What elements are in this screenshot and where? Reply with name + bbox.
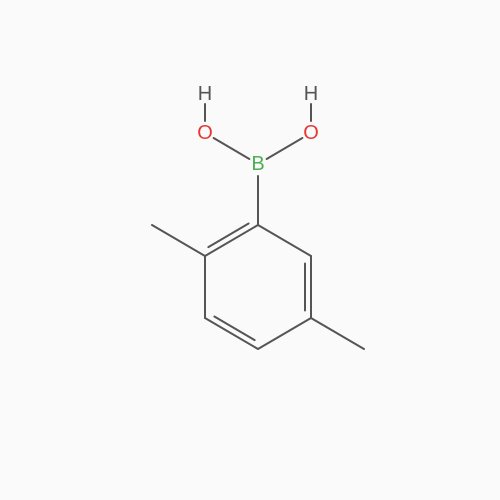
o-atom-label: O — [303, 123, 319, 143]
b-atom-label: B — [251, 154, 264, 174]
h-atom-label: H — [198, 84, 212, 104]
o-atom-label: O — [197, 123, 213, 143]
h-atom-label: H — [304, 84, 318, 104]
bond-layer — [0, 0, 500, 500]
molecule-canvas: BOOHH — [0, 0, 500, 500]
